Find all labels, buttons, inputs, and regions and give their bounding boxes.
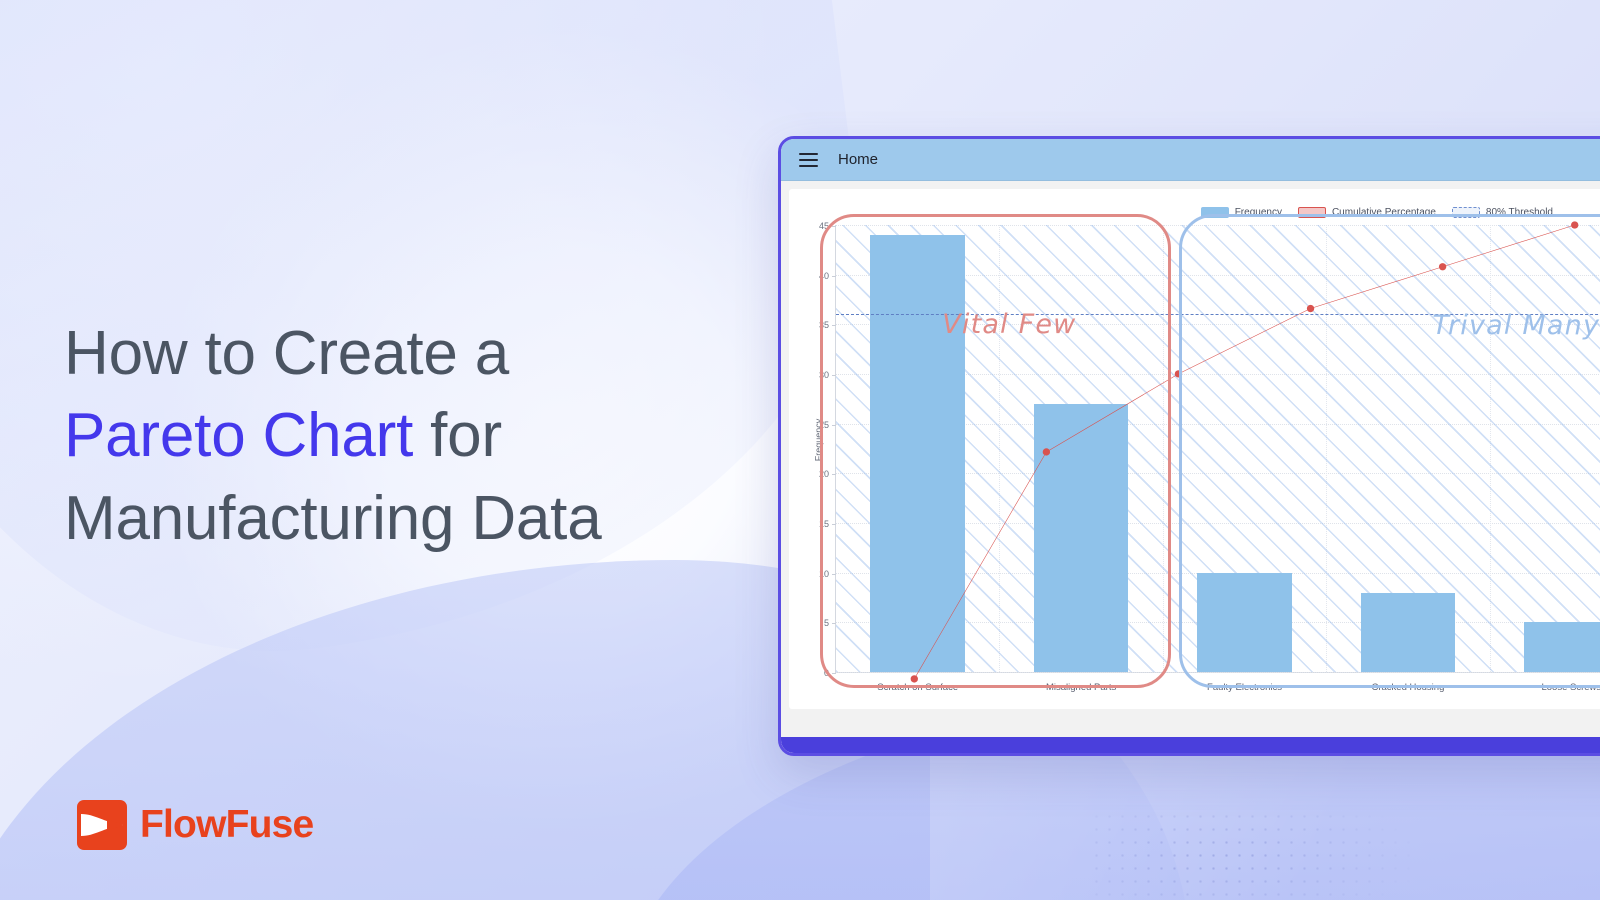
y-axis-tick-label: 25 [818, 419, 829, 430]
dashboard-body: Frequency Cumulative Percentage 80% Thre… [781, 181, 1600, 753]
y-axis-tick-mark [832, 623, 836, 625]
y-axis-tick-label: 10 [818, 568, 829, 579]
y-axis-tick-label: 20 [818, 469, 829, 480]
headline-accent: Pareto Chart [64, 401, 414, 471]
gridline: 25 [819, 420, 1600, 430]
plot-area-wrapper: Frequency 0 5 10 15 20 25 30 35 40 45 Scratch on … [789, 213, 1600, 709]
y-axis-tick-mark [832, 275, 836, 277]
dashboard-window: Home Frequency Cumulative Percentage 80%… [778, 136, 1600, 756]
y-axis-tick-label: 0 [823, 668, 829, 678]
y-axis-tick-label: 15 [818, 518, 829, 529]
dashboard-footer-bar [781, 737, 1600, 753]
y-axis-tick-label: 5 [823, 618, 829, 629]
y-axis-tick-mark [832, 226, 836, 227]
bar[interactable] [1197, 572, 1292, 672]
threshold-line [836, 314, 1600, 316]
x-gridline [1326, 225, 1328, 672]
x-gridline [1162, 225, 1164, 672]
page-title: How to Create a Pareto Chart for Manufac… [64, 313, 784, 560]
y-axis-tick-label: 30 [818, 369, 829, 380]
y-axis-tick-label: 40 [818, 270, 829, 281]
annotation-vital-few: Vital Few [942, 309, 1077, 341]
legend-swatch-frequency [1200, 206, 1229, 218]
bar[interactable] [870, 234, 966, 672]
legend-label-cumulative-percentage: Cumulative Percentage [1331, 206, 1436, 218]
gridline: 35 [819, 320, 1600, 330]
y-axis-tick-mark [832, 474, 836, 476]
bar[interactable] [1360, 592, 1456, 672]
y-axis-tick-mark [832, 523, 836, 525]
dashboard-title: Home [838, 151, 879, 168]
gridline: 15 [819, 519, 1600, 529]
y-axis-tick-mark [832, 374, 836, 376]
gridline: 40 [819, 271, 1600, 281]
cumulative-line-point[interactable] [1438, 263, 1447, 271]
cumulative-line-point[interactable] [910, 675, 918, 683]
y-axis-tick-label: 45 [818, 221, 829, 231]
legend-swatch-cumulative-percentage [1297, 206, 1326, 218]
cumulative-line-point[interactable] [1042, 448, 1051, 456]
annotation-trival-many: Trival Many [1432, 309, 1600, 341]
y-axis-tick-label: 35 [818, 320, 829, 331]
headline-line-3: Manufacturing Data [64, 483, 602, 553]
headline-line-2-tail: for [413, 401, 502, 471]
legend-label-frequency: Frequency [1234, 206, 1282, 218]
gridline: 20 [819, 469, 1600, 479]
brand-logo-text: FlowFuse [140, 803, 314, 846]
bar[interactable] [1523, 622, 1600, 672]
cumulative-line-path [914, 225, 1574, 679]
chart-legend: Frequency Cumulative Percentage 80% Thre… [803, 201, 1600, 223]
legend-item-frequency[interactable]: Frequency [1200, 206, 1282, 218]
dashboard-header: Home [781, 139, 1600, 181]
brand-logo[interactable]: FlowFuse [77, 800, 314, 850]
gridline: 45 [819, 221, 1600, 231]
gridline: 0 [824, 668, 1600, 678]
cumulative-percentage-line [910, 221, 1579, 683]
flowfuse-logo-icon [77, 800, 127, 850]
plot-area: 0 5 10 15 20 25 30 35 40 45 Scratch on Surface Mis… [819, 213, 1600, 693]
cumulative-line-point[interactable] [1174, 370, 1183, 378]
headline-line-1: How to Create a [64, 319, 509, 388]
legend-swatch-threshold [1451, 206, 1480, 218]
x-gridline [1489, 225, 1491, 672]
background-dot-pattern [1090, 810, 1420, 900]
pareto-chart-card: Frequency Cumulative Percentage 80% Thre… [789, 189, 1600, 709]
legend-item-threshold[interactable]: 80% Threshold [1451, 206, 1553, 218]
legend-label-threshold: 80% Threshold [1485, 206, 1553, 218]
y-axis-tick-mark [832, 573, 836, 575]
y-axis-tick-mark [832, 424, 836, 426]
gridline: 30 [819, 370, 1600, 380]
legend-item-cumulative-percentage[interactable]: Cumulative Percentage [1297, 206, 1436, 218]
cumulative-line-point[interactable] [1571, 221, 1579, 229]
y-axis-tick-mark [832, 673, 836, 674]
bar[interactable] [1033, 403, 1129, 672]
hamburger-menu-icon[interactable] [799, 152, 818, 167]
x-gridline [999, 225, 1001, 672]
cumulative-line-point[interactable] [1306, 304, 1315, 313]
bar-slot: Misaligned Parts [999, 225, 1162, 693]
y-axis-tick-mark [832, 325, 836, 327]
